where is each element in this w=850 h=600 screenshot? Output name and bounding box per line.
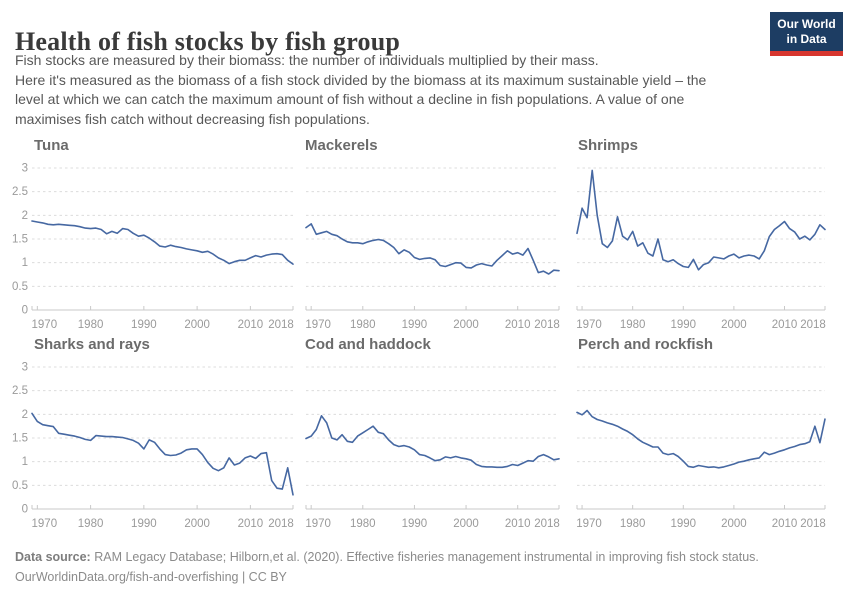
x-tick-label: 1980 (620, 518, 646, 530)
chart-panel-shrimps: Shrimps 1970 1980 1990 2000 2010 2018 (567, 136, 831, 332)
y-tick-label: 2 (22, 210, 28, 222)
y-tick-label: 3 (22, 362, 28, 374)
x-tick-label: 2018 (800, 319, 826, 331)
tuna-line-chart: 1970 1980 1990 2000 2010 2018 0 0.5 1 1.5 2 2.5 3 (12, 163, 294, 331)
x-tick-label: 2010 (772, 518, 798, 530)
x-tick-label: 2018 (534, 319, 560, 331)
y-tick-label: 1.5 (12, 433, 28, 445)
x-tick-label: 2010 (505, 319, 531, 331)
chart-title: Mackerels (305, 137, 378, 154)
x-tick-label: 2010 (238, 518, 264, 530)
chart-panel-cod-and-haddock: Cod and haddock 1970 1980 1990 2000 2010 2018 (296, 335, 566, 531)
y-tick-label: 2.5 (12, 186, 28, 198)
x-tick-label: 1980 (620, 319, 646, 331)
x-tick-label: 2000 (453, 319, 479, 331)
x-tick-label: 2018 (800, 518, 826, 530)
x-tick-label: 1970 (32, 518, 58, 530)
mackerels-line-chart: 1970 1980 1990 2000 2010 2018 (305, 167, 560, 331)
x-tick-label: 2010 (505, 518, 531, 530)
data-line-series (31, 220, 294, 265)
x-tick-label: 1970 (305, 518, 331, 530)
y-tick-label: 0 (22, 305, 28, 317)
chart-panel-mackerels: Mackerels 1970 1980 1990 2000 2010 2018 (296, 136, 566, 332)
y-tick-label: 1 (22, 257, 28, 269)
y-tick-label: 0.5 (12, 281, 28, 293)
cod-line-chart: 1970 1980 1990 2000 2010 2018 (305, 366, 560, 530)
chart-panel-sharks-and-rays: Sharks and rays 1970 1980 1990 2000 2010 2018… (10, 335, 300, 531)
chart-panel-tuna: Tuna 1970 1980 1990 2000 2010 2018 0 0.5 1 1.5 2 2.… (10, 136, 300, 332)
y-tick-label: 2 (22, 409, 28, 421)
page-title: Health of fish stocks by fish group (15, 27, 401, 57)
data-line-series (305, 415, 560, 469)
x-tick-label: 1990 (670, 319, 696, 331)
x-tick-label: 1980 (78, 319, 104, 331)
x-tick-label: 1990 (402, 518, 428, 530)
x-tick-label: 1970 (576, 518, 602, 530)
data-line-series (576, 169, 826, 271)
y-tick-label: 1 (22, 456, 28, 468)
x-tick-label: 1990 (402, 319, 428, 331)
footer: Data source: RAM Legacy Database; Hilbor… (15, 547, 759, 587)
x-tick-label: 1990 (670, 518, 696, 530)
x-tick-label: 2000 (184, 518, 210, 530)
chart-title: Sharks and rays (34, 336, 150, 353)
chart-subtitle: Fish stocks are measured by their biomas… (15, 52, 707, 127)
chart-title: Tuna (34, 137, 69, 154)
data-line-series (305, 223, 560, 275)
x-tick-label: 2018 (534, 518, 560, 530)
x-tick-label: 1970 (576, 319, 602, 331)
footer-datasource-line: Data source: RAM Legacy Database; Hilbor… (15, 547, 759, 567)
x-tick-label: 1980 (350, 518, 376, 530)
x-tick-label: 2000 (184, 319, 210, 331)
y-tick-label: 3 (22, 163, 28, 175)
footer-datasource-label: Data source: (15, 550, 91, 564)
y-tick-label: 0.5 (12, 480, 28, 492)
y-tick-label: 2.5 (12, 385, 28, 397)
chart-title: Cod and haddock (305, 336, 431, 353)
x-tick-label: 1980 (78, 518, 104, 530)
x-tick-label: 2018 (268, 518, 294, 530)
perch-line-chart: 1970 1980 1990 2000 2010 2018 (576, 366, 826, 530)
x-tick-label: 2010 (238, 319, 264, 331)
owid-logo-line1: Our World (777, 17, 836, 31)
x-tick-label: 1970 (305, 319, 331, 331)
chart-title: Perch and rockfish (578, 336, 714, 353)
x-tick-label: 2000 (721, 518, 747, 530)
x-tick-label: 1990 (131, 518, 157, 530)
data-line-series (576, 409, 826, 469)
sharks-line-chart: 1970 1980 1990 2000 2010 2018 0 0.5 1 1.5 2 2.5 3 (12, 362, 294, 530)
x-tick-label: 2000 (453, 518, 479, 530)
footer-link-line: OurWorldinData.org/fish-and-overfishing … (15, 570, 287, 584)
y-tick-label: 1.5 (12, 234, 28, 246)
owid-logo-line2: in Data (786, 32, 827, 46)
x-tick-label: 1970 (32, 319, 58, 331)
chart-panel-perch-and-rockfish: Perch and rockfish 1970 1980 1990 2000 2010 2… (567, 335, 831, 531)
x-tick-label: 1980 (350, 319, 376, 331)
footer-datasource-text: RAM Legacy Database; Hilborn,et al. (202… (90, 550, 759, 564)
x-tick-label: 2000 (721, 319, 747, 331)
owid-logo: Our World in Data (770, 12, 843, 56)
x-tick-label: 2018 (268, 319, 294, 331)
x-tick-label: 2010 (772, 319, 798, 331)
chart-title: Shrimps (578, 137, 639, 154)
x-tick-label: 1990 (131, 319, 157, 331)
data-line-series (31, 412, 294, 496)
shrimps-line-chart: 1970 1980 1990 2000 2010 2018 (576, 167, 826, 331)
y-tick-label: 0 (22, 504, 28, 516)
